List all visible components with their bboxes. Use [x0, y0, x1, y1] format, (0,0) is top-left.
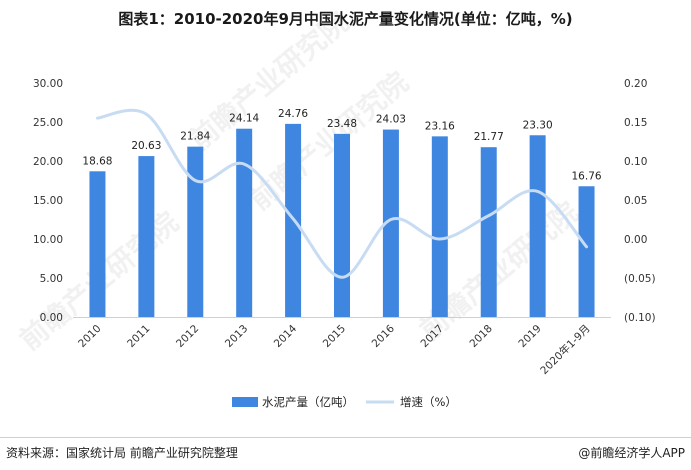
x-tick-label: 2016	[370, 322, 398, 350]
footer-divider	[0, 437, 691, 438]
y-left-tick-label: 15.00	[33, 195, 63, 207]
y-right-tick-label: (0.10)	[624, 312, 656, 324]
x-tick-label: 2015	[321, 323, 348, 350]
y-right-tick-label: 0.15	[624, 117, 647, 129]
y-left-tick-label: 0.00	[40, 312, 63, 324]
legend-line-label: 增速（%）	[400, 395, 457, 409]
legend-bar-label: 水泥产量（亿吨）	[262, 395, 354, 409]
y-right-tick-label: 0.20	[624, 78, 647, 90]
y-left-tick-label: 30.00	[33, 78, 63, 90]
bar-value-label: 23.48	[327, 118, 357, 130]
x-tick-label: 2019	[516, 323, 543, 350]
bar	[187, 146, 204, 317]
x-tick-label: 2018	[467, 323, 494, 350]
bar	[431, 136, 448, 317]
bar-value-label: 21.84	[180, 131, 210, 143]
bar	[529, 135, 546, 317]
brand-credit: @前瞻经济学人APP	[578, 446, 685, 460]
x-tick-label: 2017	[419, 323, 446, 350]
chart-title: 图表1：2010-2020年9月中国水泥产量变化情况(单位：亿吨，%)	[118, 10, 573, 28]
source-note: 资料来源：国家统计局 前瞻产业研究院整理	[6, 446, 238, 460]
y-right-tick-label: 0.10	[624, 156, 647, 168]
bar	[236, 128, 253, 317]
x-tick-label: 2014	[272, 322, 300, 350]
bar-value-label: 24.76	[278, 108, 308, 120]
y-left-tick-label: 10.00	[33, 234, 63, 246]
growth-rate-line	[95, 108, 589, 279]
y-left-tick-label: 25.00	[33, 117, 63, 129]
y-right-tick-label: 0.00	[624, 234, 647, 246]
bar	[578, 186, 595, 317]
x-tick-label: 2020年1-9月	[538, 322, 593, 377]
y-left-tick-label: 20.00	[33, 156, 63, 168]
chart: 0.00 5.00 10.00 15.00 20.00 25.00 30.00 (0.10) (…	[33, 78, 656, 409]
bar	[138, 156, 155, 317]
bar	[89, 171, 106, 317]
bar-value-label: 24.14	[229, 113, 259, 125]
legend-bar-swatch	[232, 397, 258, 407]
bar-value-label: 20.63	[131, 140, 161, 152]
bar	[382, 129, 399, 317]
x-tick-label: 2013	[223, 323, 250, 350]
x-tick-label: 2010	[76, 323, 103, 350]
y-right-tick-label: 0.05	[624, 195, 647, 207]
bar-value-label: 18.68	[82, 155, 112, 167]
y-left-tick-label: 5.00	[40, 273, 63, 285]
x-tick-label: 2012	[174, 323, 201, 350]
bar	[480, 147, 497, 317]
bar-value-label: 21.77	[474, 131, 504, 143]
x-tick-label: 2011	[125, 323, 152, 350]
y-right-tick-label: (0.05)	[624, 273, 656, 285]
bar-value-label: 23.30	[523, 119, 553, 131]
bar-value-label: 23.16	[425, 120, 455, 132]
bar	[334, 133, 350, 317]
bar-value-label: 16.76	[572, 170, 602, 182]
bar-value-label: 24.03	[376, 114, 406, 126]
